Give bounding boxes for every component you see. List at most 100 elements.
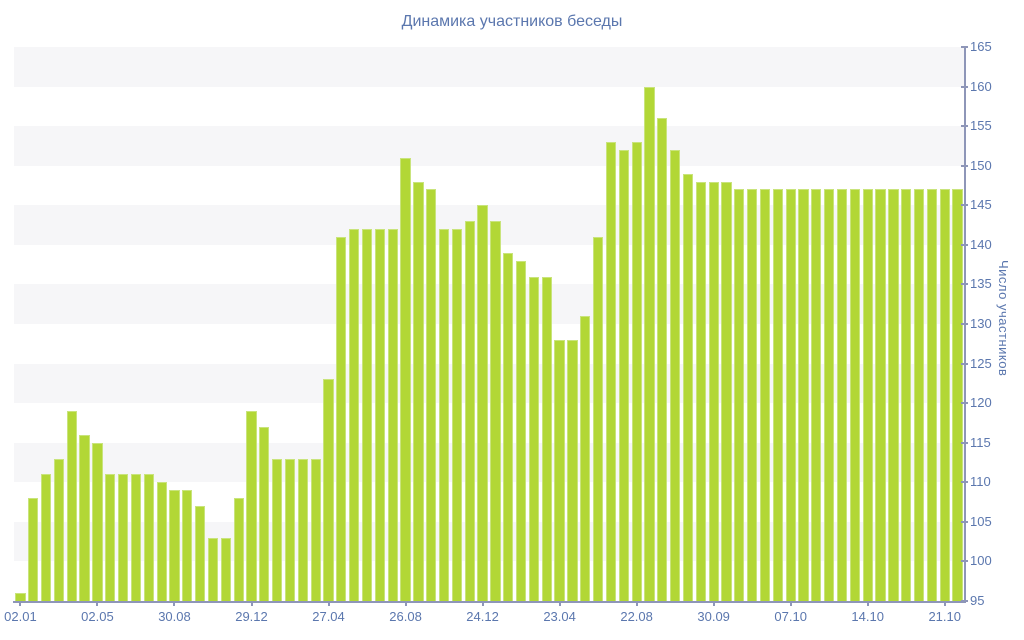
bar[interactable]	[759, 189, 771, 601]
bar[interactable]	[477, 205, 488, 601]
bar[interactable]	[156, 482, 167, 601]
plot-area	[14, 47, 964, 601]
bar[interactable]	[490, 221, 501, 601]
bar[interactable]	[169, 490, 180, 601]
bar[interactable]	[207, 537, 219, 601]
y-axis-tick	[961, 283, 968, 286]
bar[interactable]	[284, 458, 296, 601]
bar[interactable]	[772, 189, 783, 601]
bar[interactable]	[79, 434, 90, 601]
chart-title: Динамика участников беседы	[401, 13, 623, 30]
bar[interactable]	[798, 189, 809, 601]
bar[interactable]	[682, 173, 694, 601]
bar[interactable]	[259, 426, 270, 601]
bar[interactable]	[130, 474, 142, 601]
bar[interactable]	[554, 339, 565, 601]
bar[interactable]	[862, 189, 873, 601]
bar[interactable]	[888, 189, 899, 601]
x-axis-tick	[635, 601, 638, 606]
bar[interactable]	[182, 490, 193, 601]
x-tick-label: 24.12	[466, 609, 499, 624]
bar[interactable]	[143, 474, 154, 601]
bar[interactable]	[952, 189, 963, 601]
x-tick-label: 02.05	[81, 609, 114, 624]
y-axis-tick	[961, 46, 968, 48]
background-band	[14, 86, 964, 127]
bar[interactable]	[734, 189, 745, 601]
bar[interactable]	[451, 229, 463, 601]
bar[interactable]	[387, 229, 398, 601]
bar[interactable]	[657, 118, 668, 601]
bar[interactable]	[721, 181, 732, 601]
x-tick-label: 21.10	[928, 609, 961, 624]
bar[interactable]	[426, 189, 437, 601]
bar[interactable]	[53, 458, 65, 601]
bar[interactable]	[361, 229, 373, 601]
bar[interactable]	[618, 149, 629, 601]
x-tick-label: 30.09	[697, 609, 730, 624]
bar[interactable]	[515, 260, 527, 601]
y-tick-label: 155	[970, 118, 992, 134]
x-tick-label: 23.04	[543, 609, 576, 624]
bar[interactable]	[233, 498, 244, 601]
bar[interactable]	[15, 593, 26, 601]
bar[interactable]	[580, 316, 591, 601]
bar[interactable]	[785, 189, 796, 601]
bar[interactable]	[220, 537, 231, 601]
bar[interactable]	[28, 498, 39, 601]
bar[interactable]	[811, 189, 822, 601]
bar[interactable]	[92, 442, 103, 601]
bar[interactable]	[105, 474, 116, 601]
y-tick-label: 160	[970, 78, 992, 94]
y-axis-tick	[961, 481, 968, 484]
bar[interactable]	[939, 189, 950, 601]
bar[interactable]	[464, 221, 475, 601]
bar[interactable]	[875, 189, 886, 601]
x-axis-tick	[327, 601, 330, 606]
bar[interactable]	[503, 252, 514, 601]
x-axis-tick	[250, 601, 253, 606]
bar[interactable]	[195, 506, 206, 601]
bar[interactable]	[246, 411, 257, 601]
bar[interactable]	[901, 189, 912, 601]
bar[interactable]	[849, 189, 860, 601]
bar[interactable]	[541, 276, 552, 601]
bar[interactable]	[836, 189, 848, 601]
bar[interactable]	[40, 474, 52, 601]
bar[interactable]	[297, 458, 308, 601]
bar[interactable]	[400, 157, 411, 601]
bar[interactable]	[438, 229, 450, 601]
bar[interactable]	[567, 339, 578, 601]
bar[interactable]	[644, 86, 655, 601]
bar[interactable]	[695, 181, 706, 601]
x-tick-label: 22.08	[620, 609, 653, 624]
y-axis-title: Число участников	[996, 260, 1011, 377]
x-axis-tick	[19, 601, 22, 606]
bar[interactable]	[117, 474, 129, 601]
bar[interactable]	[528, 276, 540, 601]
x-axis-tick	[943, 601, 946, 606]
bar[interactable]	[66, 411, 77, 601]
bar[interactable]	[913, 189, 925, 601]
y-tick-label: 145	[970, 197, 992, 213]
y-tick-label: 100	[970, 553, 992, 569]
bar[interactable]	[670, 149, 681, 601]
bar[interactable]	[592, 236, 604, 601]
bar[interactable]	[708, 181, 719, 601]
bar[interactable]	[349, 229, 360, 601]
y-axis-tick	[961, 520, 968, 523]
bar[interactable]	[413, 181, 424, 601]
y-axis-tick	[961, 600, 968, 602]
bar[interactable]	[374, 229, 385, 601]
bar[interactable]	[336, 236, 347, 601]
bar[interactable]	[605, 141, 617, 601]
bar[interactable]	[272, 458, 283, 601]
bar[interactable]	[310, 458, 321, 601]
bar[interactable]	[747, 189, 758, 601]
bar[interactable]	[323, 379, 334, 601]
bar[interactable]	[631, 141, 642, 601]
y-axis-tick	[961, 243, 968, 246]
bar[interactable]	[926, 189, 938, 601]
bar[interactable]	[824, 189, 835, 601]
